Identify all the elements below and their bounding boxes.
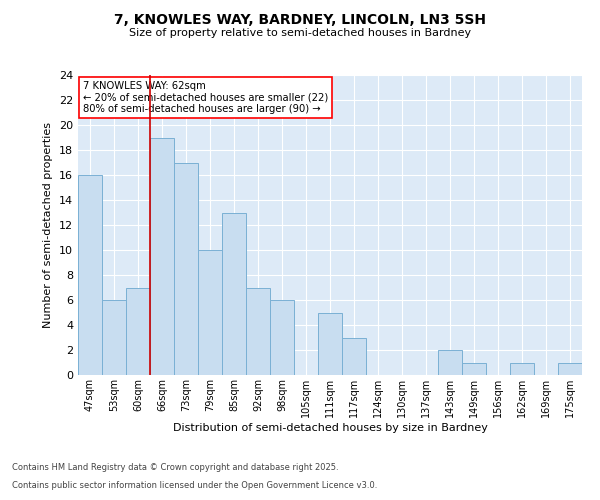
Bar [222,212,246,375]
Bar [342,338,366,375]
Bar [102,300,126,375]
Bar [270,300,294,375]
Bar [510,362,534,375]
Text: Contains HM Land Registry data © Crown copyright and database right 2025.: Contains HM Land Registry data © Crown c… [12,464,338,472]
Text: 7 KNOWLES WAY: 62sqm
← 20% of semi-detached houses are smaller (22)
80% of semi-: 7 KNOWLES WAY: 62sqm ← 20% of semi-detac… [83,81,328,114]
Text: Size of property relative to semi-detached houses in Bardney: Size of property relative to semi-detach… [129,28,471,38]
Text: Contains public sector information licensed under the Open Government Licence v3: Contains public sector information licen… [12,481,377,490]
Bar [198,250,222,375]
Bar [126,288,150,375]
Bar [246,288,270,375]
Bar [558,362,582,375]
Text: 7, KNOWLES WAY, BARDNEY, LINCOLN, LN3 5SH: 7, KNOWLES WAY, BARDNEY, LINCOLN, LN3 5S… [114,12,486,26]
Bar [174,162,198,375]
Bar [318,312,342,375]
Bar [462,362,486,375]
Bar [78,175,102,375]
Bar [150,138,174,375]
X-axis label: Distribution of semi-detached houses by size in Bardney: Distribution of semi-detached houses by … [173,422,487,432]
Bar [438,350,462,375]
Y-axis label: Number of semi-detached properties: Number of semi-detached properties [43,122,53,328]
